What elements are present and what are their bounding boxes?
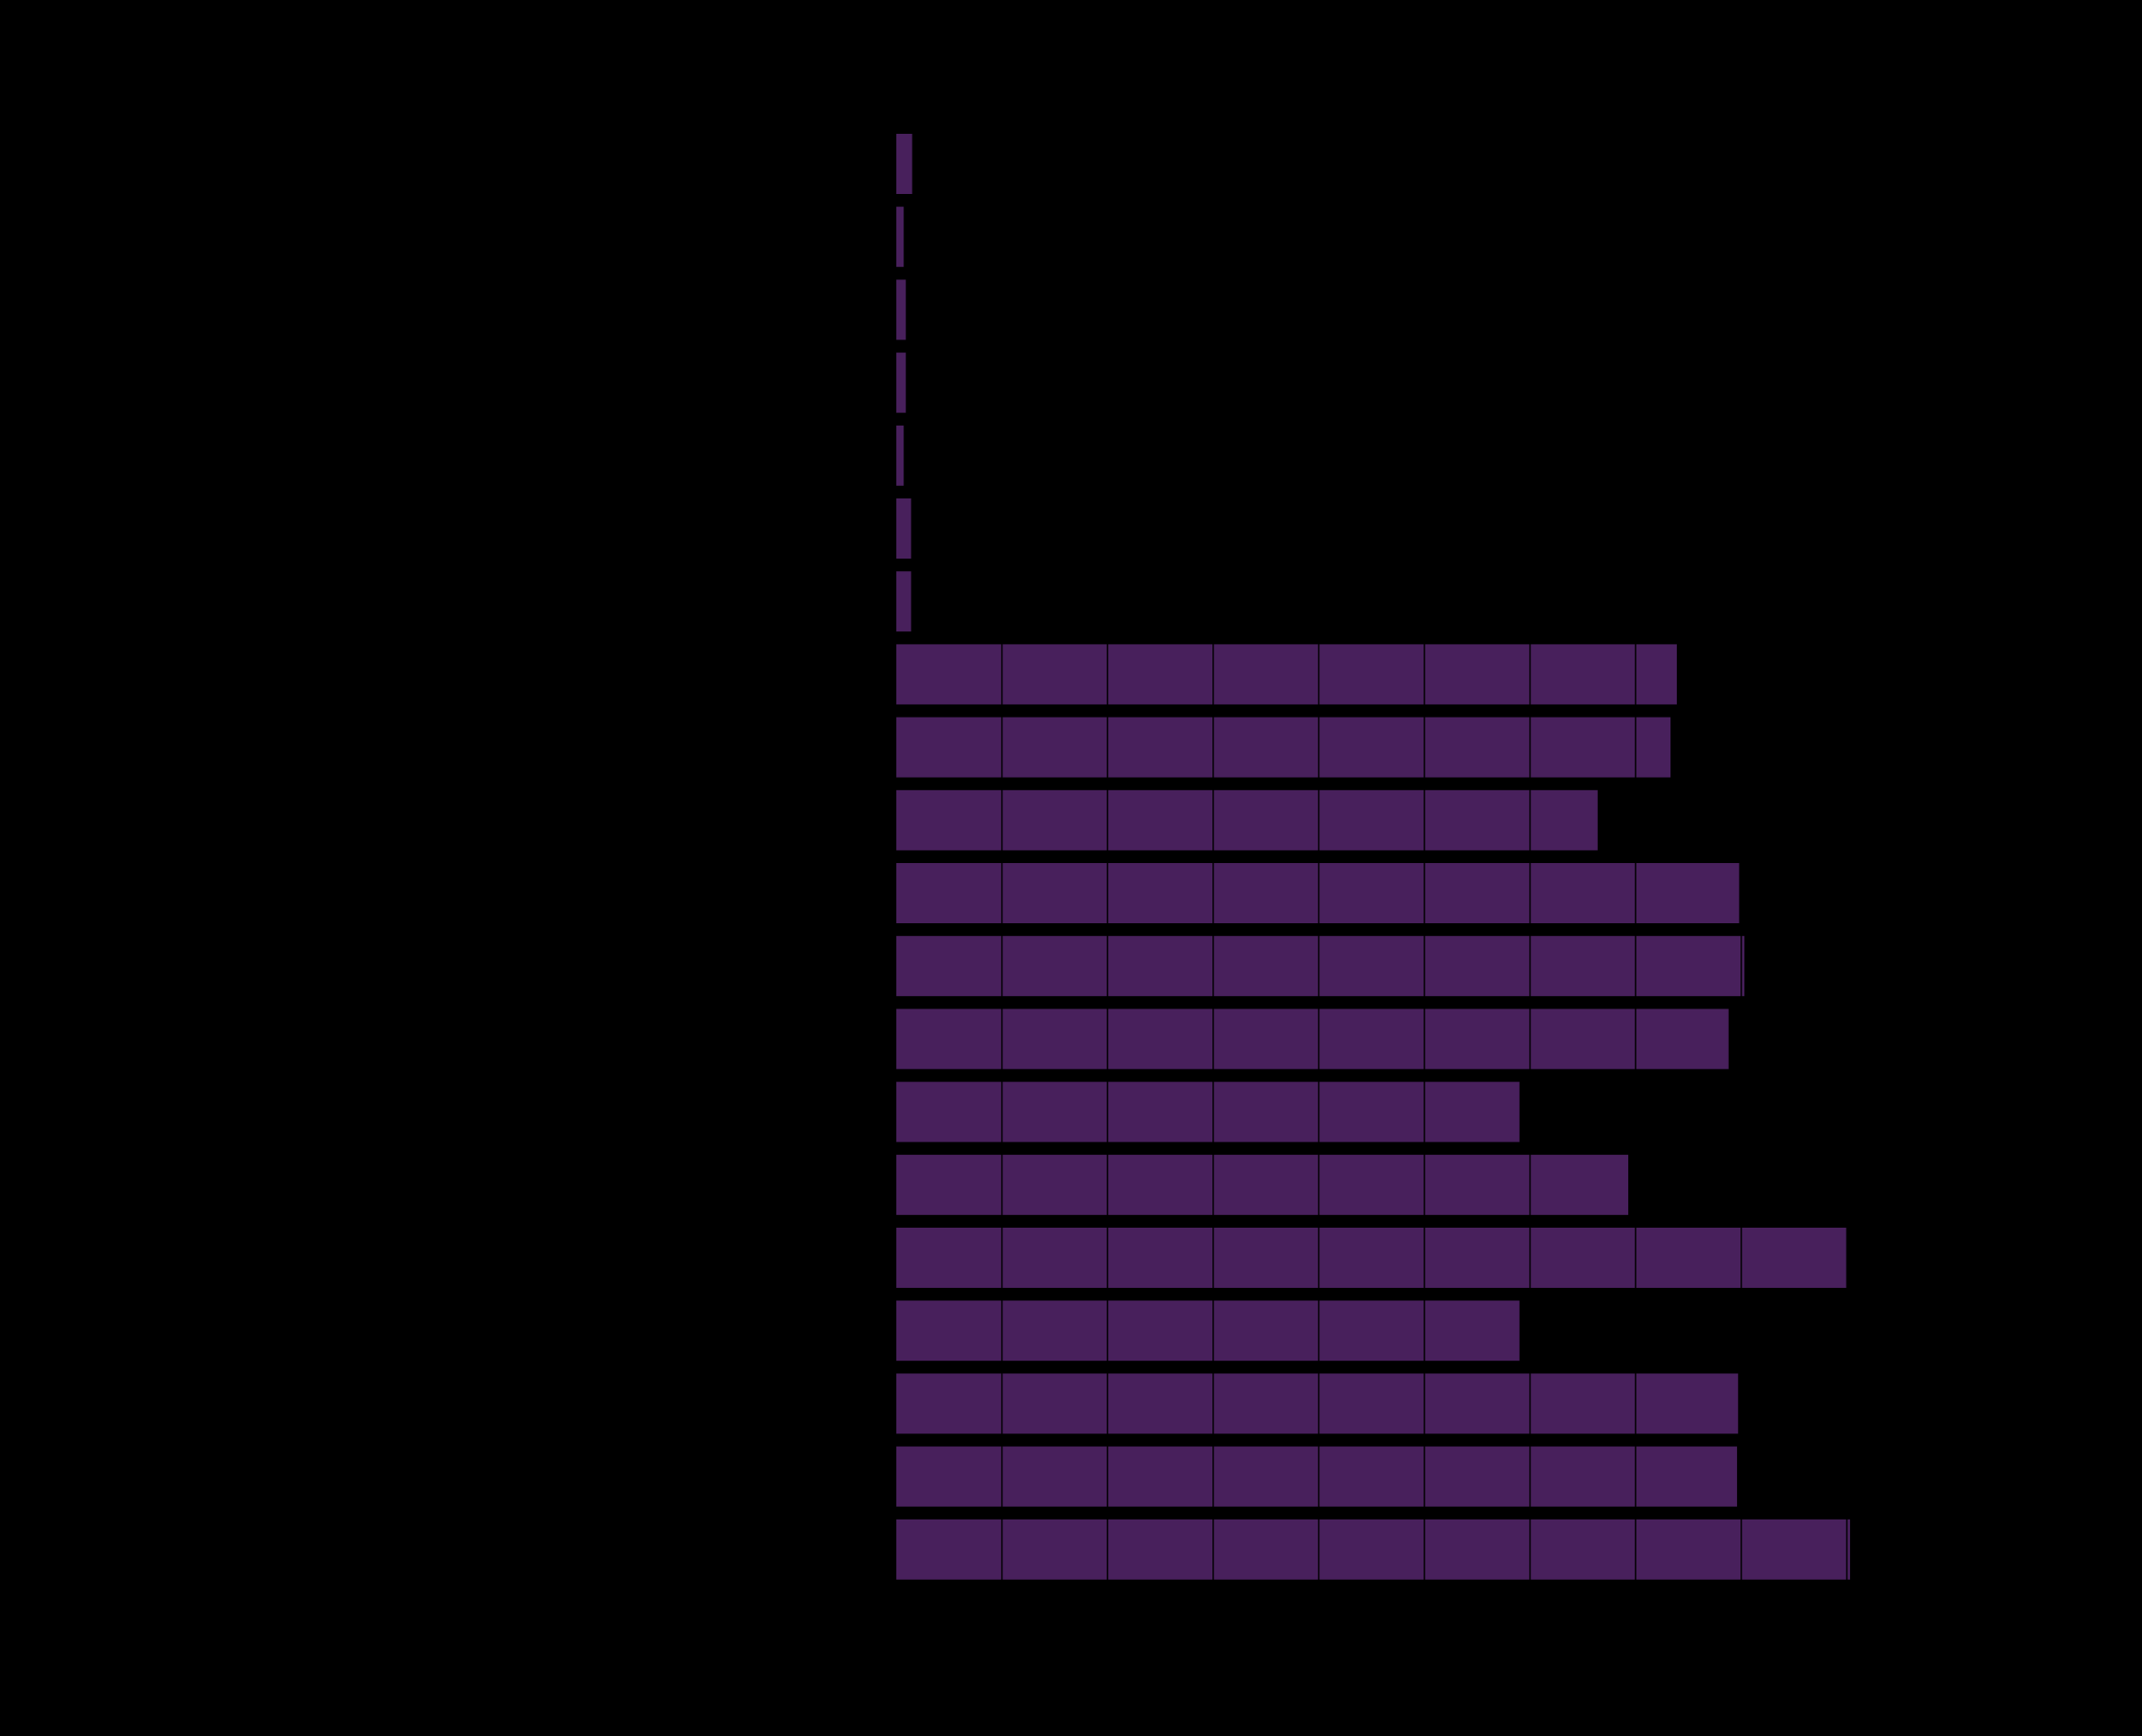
bar-3 [896, 279, 906, 340]
bars-group [896, 134, 1850, 1580]
bar-5 [896, 425, 904, 486]
bar-1 [896, 134, 912, 194]
bar-14 [896, 1081, 1520, 1142]
bar-11 [896, 863, 1740, 923]
bar-6 [896, 498, 912, 559]
bar-10 [896, 789, 1598, 850]
bar-7 [896, 571, 912, 632]
bar-2 [896, 207, 904, 268]
bar-17 [896, 1300, 1520, 1361]
bar-9 [896, 717, 1671, 778]
bar-18 [896, 1373, 1739, 1434]
bar-20 [896, 1519, 1850, 1580]
bar-16 [896, 1228, 1847, 1288]
gridlines-group [1000, 125, 1953, 1589]
bar-15 [896, 1154, 1628, 1215]
bar-4 [896, 352, 906, 413]
bar-12 [896, 936, 1745, 997]
bar-13 [896, 1009, 1729, 1070]
bar-19 [896, 1446, 1738, 1507]
bar-8 [896, 644, 1678, 705]
